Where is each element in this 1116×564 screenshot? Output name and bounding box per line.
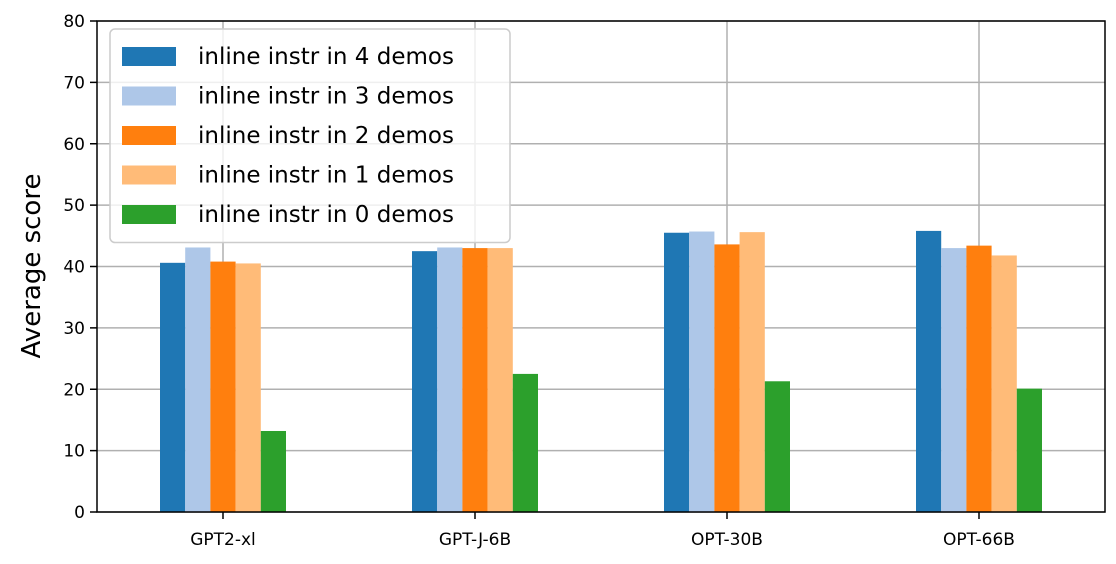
- bar: [462, 248, 488, 512]
- x-tick-label: GPT2-xl: [190, 530, 256, 550]
- bar: [487, 248, 513, 512]
- y-tick-label: 50: [63, 196, 85, 216]
- y-tick-label: 80: [63, 12, 85, 32]
- bar: [764, 381, 790, 512]
- y-tick-label: 10: [63, 442, 85, 462]
- y-tick-label: 60: [63, 135, 85, 155]
- x-axis: GPT2-xl GPT-J-6B OPT-30B OPT-66B: [190, 512, 1015, 550]
- x-tick-label: GPT-J-6B: [439, 530, 511, 550]
- y-tick-label: 30: [63, 319, 85, 339]
- legend-label: inline instr in 0 demos: [198, 202, 454, 228]
- bar: [512, 373, 538, 512]
- y-axis: 0 10 20 30 40 50 60 70 80: [63, 12, 97, 523]
- bar: [714, 244, 740, 512]
- bar: [689, 231, 715, 513]
- bar: [260, 430, 286, 512]
- legend-swatch: [122, 47, 176, 66]
- legend-label: inline instr in 2 demos: [198, 123, 454, 149]
- legend-label: inline instr in 1 demos: [198, 163, 454, 189]
- x-tick-label: OPT-30B: [691, 530, 763, 550]
- bars: [160, 230, 1042, 513]
- bar: [664, 232, 690, 512]
- y-tick-label: 20: [63, 380, 85, 400]
- y-tick-label: 0: [74, 503, 85, 523]
- x-tick-label: OPT-66B: [943, 530, 1015, 550]
- legend-swatch: [122, 126, 176, 145]
- y-tick-label: 70: [63, 73, 85, 93]
- legend-swatch: [122, 86, 176, 106]
- bar: [739, 232, 765, 512]
- legend-label: inline instr in 3 demos: [198, 84, 454, 110]
- legend-box: [109, 28, 511, 244]
- bar: [185, 247, 211, 512]
- bar: [412, 251, 438, 512]
- y-axis-title: Average score: [17, 174, 47, 359]
- bar: [966, 245, 992, 512]
- bar: [1016, 388, 1042, 512]
- bar: [210, 261, 236, 512]
- legend: inline instr in 4 demos inline instr in 3…: [109, 28, 511, 244]
- bar: [437, 247, 463, 512]
- bar: [235, 263, 261, 512]
- legend-label: inline instr in 4 demos: [198, 44, 454, 70]
- bar: [916, 230, 942, 512]
- bar: [991, 255, 1017, 512]
- bar: [160, 262, 186, 512]
- y-tick-label: 40: [63, 258, 85, 278]
- legend-swatch: [122, 165, 176, 185]
- bar: [941, 248, 967, 512]
- legend-swatch: [122, 205, 176, 224]
